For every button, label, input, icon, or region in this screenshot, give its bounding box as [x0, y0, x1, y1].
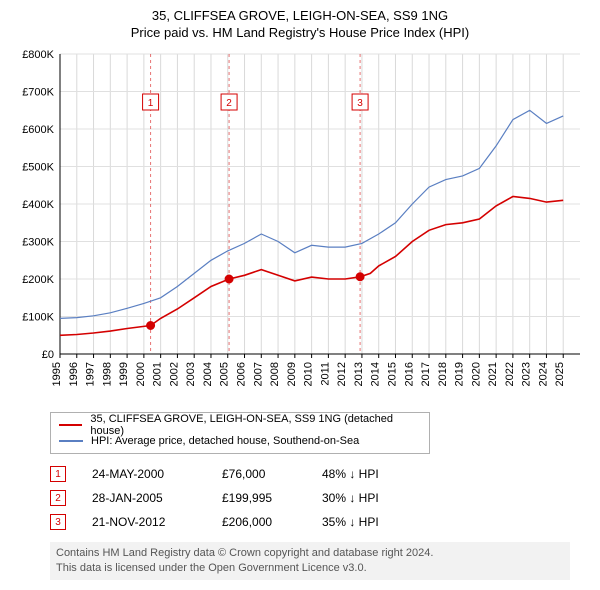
svg-text:2001: 2001	[152, 362, 164, 386]
legend-label: 35, CLIFFSEA GROVE, LEIGH-ON-SEA, SS9 1N…	[90, 413, 421, 437]
svg-text:£100K: £100K	[22, 312, 54, 324]
legend-swatch	[59, 424, 82, 426]
svg-text:2024: 2024	[537, 362, 549, 386]
attribution-line-1: Contains HM Land Registry data © Crown c…	[56, 546, 564, 561]
svg-text:2008: 2008	[269, 362, 281, 386]
svg-text:2013: 2013	[353, 362, 365, 386]
svg-text:£500K: £500K	[22, 162, 54, 174]
svg-text:2018: 2018	[437, 362, 449, 386]
sales-table: 1 24-MAY-2000£76,00048% ↓ HPI 2 28-JAN-2005…	[50, 462, 590, 534]
svg-text:2: 2	[226, 98, 232, 109]
svg-text:2000: 2000	[135, 362, 147, 386]
svg-text:£200K: £200K	[22, 274, 54, 286]
svg-text:1997: 1997	[85, 362, 97, 386]
svg-text:2006: 2006	[236, 362, 248, 386]
svg-text:2016: 2016	[403, 362, 415, 386]
svg-text:2003: 2003	[185, 362, 197, 386]
attribution-line-2: This data is licensed under the Open Gov…	[56, 561, 564, 576]
svg-text:1995: 1995	[51, 362, 63, 386]
price-chart-svg: £0 £100K £200K £300K £400K £500K £600K £700K £80…	[10, 48, 590, 406]
sale-delta: 30% ↓ HPI	[322, 491, 442, 505]
svg-text:2019: 2019	[454, 362, 466, 386]
svg-text:2015: 2015	[386, 362, 398, 386]
sale-badge: 3	[50, 514, 66, 530]
sale-row: 1 24-MAY-2000£76,00048% ↓ HPI	[50, 462, 590, 486]
svg-text:£700K: £700K	[22, 87, 54, 99]
legend-label: HPI: Average price, detached house, Sout…	[91, 435, 359, 447]
svg-text:2010: 2010	[303, 362, 315, 386]
svg-text:2009: 2009	[286, 362, 298, 386]
svg-text:1: 1	[148, 98, 154, 109]
sale-price: £76,000	[222, 467, 322, 481]
svg-text:3: 3	[357, 98, 363, 109]
sale-price: £206,000	[222, 515, 322, 529]
svg-text:2017: 2017	[420, 362, 432, 386]
chart-title-subtitle: Price paid vs. HM Land Registry's House …	[10, 25, 590, 40]
svg-text:2007: 2007	[252, 362, 264, 386]
chart-legend: 35, CLIFFSEA GROVE, LEIGH-ON-SEA, SS9 1N…	[50, 412, 430, 454]
svg-text:2025: 2025	[554, 362, 566, 386]
svg-text:2023: 2023	[521, 362, 533, 386]
sale-badge: 2	[50, 490, 66, 506]
svg-text:1998: 1998	[101, 362, 113, 386]
svg-text:2011: 2011	[319, 362, 331, 386]
sale-date: 28-JAN-2005	[92, 491, 222, 505]
svg-text:2014: 2014	[370, 362, 382, 386]
svg-text:2005: 2005	[219, 362, 231, 386]
sale-delta: 35% ↓ HPI	[322, 515, 442, 529]
sale-date: 24-MAY-2000	[92, 467, 222, 481]
svg-text:1999: 1999	[118, 362, 130, 386]
svg-text:2002: 2002	[168, 362, 180, 386]
svg-text:£0: £0	[42, 349, 54, 361]
svg-text:2022: 2022	[504, 362, 516, 386]
svg-text:2012: 2012	[336, 362, 348, 386]
sale-delta: 48% ↓ HPI	[322, 467, 442, 481]
svg-text:2004: 2004	[202, 362, 214, 386]
sale-badge: 1	[50, 466, 66, 482]
svg-text:2021: 2021	[487, 362, 499, 386]
chart-title-address: 35, CLIFFSEA GROVE, LEIGH-ON-SEA, SS9 1N…	[10, 8, 590, 23]
svg-text:2020: 2020	[470, 362, 482, 386]
legend-item: 35, CLIFFSEA GROVE, LEIGH-ON-SEA, SS9 1N…	[59, 417, 421, 433]
svg-text:1996: 1996	[68, 362, 80, 386]
price-chart: £0 £100K £200K £300K £400K £500K £600K £700K £80…	[10, 48, 590, 406]
sale-price: £199,995	[222, 491, 322, 505]
svg-text:£800K: £800K	[22, 49, 54, 61]
attribution-box: Contains HM Land Registry data © Crown c…	[50, 542, 570, 580]
svg-text:£300K: £300K	[22, 237, 54, 249]
legend-swatch	[59, 440, 83, 442]
svg-text:£400K: £400K	[22, 199, 54, 211]
svg-text:£600K: £600K	[22, 124, 54, 136]
chart-title-block: 35, CLIFFSEA GROVE, LEIGH-ON-SEA, SS9 1N…	[10, 8, 590, 40]
sale-row: 3 21-NOV-2012£206,00035% ↓ HPI	[50, 510, 590, 534]
sale-row: 2 28-JAN-2005£199,99530% ↓ HPI	[50, 486, 590, 510]
sale-date: 21-NOV-2012	[92, 515, 222, 529]
